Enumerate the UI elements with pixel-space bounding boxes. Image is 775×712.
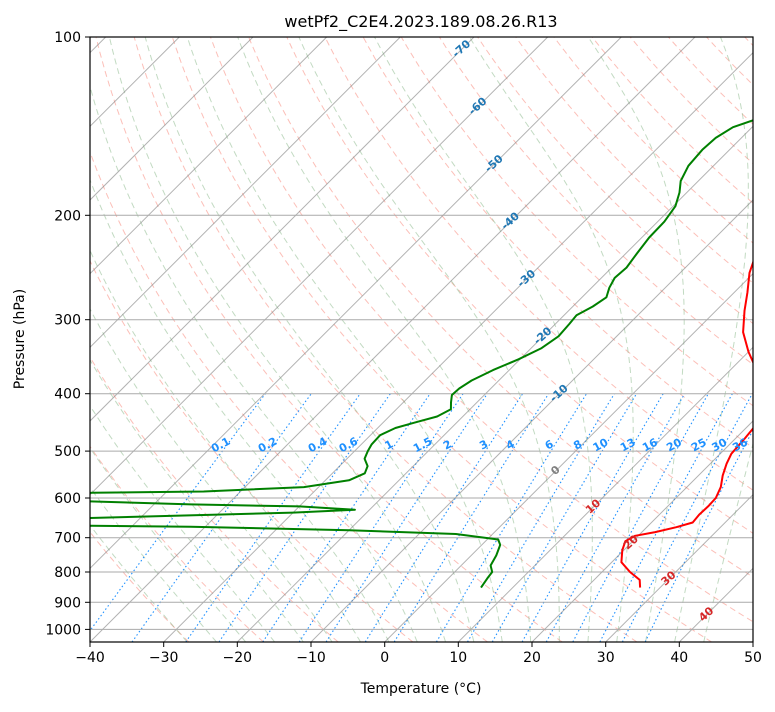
moist-adiabat <box>675 37 749 642</box>
y-tick-label: 900 <box>54 595 81 611</box>
y-tick-label: 700 <box>54 531 81 547</box>
y-tick-label: 300 <box>54 313 81 329</box>
dry-adiabat <box>707 37 775 642</box>
mixing-ratio-label: 6 <box>543 437 556 452</box>
mixing-ratio-line <box>394 394 548 642</box>
moist-adiabat <box>109 37 445 642</box>
isotherm-line <box>0 37 474 642</box>
isotherm-line <box>164 37 769 642</box>
moist-adiabat <box>238 37 531 642</box>
y-axis-ticks: 100 200 300 400 500 600 700 800 900 1000 <box>45 30 90 638</box>
plot-frame <box>90 37 753 642</box>
mixing-ratio-label: 1.5 <box>411 435 434 456</box>
moist-adiabat <box>375 37 593 642</box>
x-tick-label: 50 <box>744 650 762 666</box>
sounding-lines <box>0 37 775 588</box>
dewpoint-profile <box>0 37 775 588</box>
isotherm-line <box>385 37 775 642</box>
moist-adiabat <box>470 37 634 642</box>
mixing-ratio-label: 0.4 <box>306 435 330 456</box>
isotherm-line <box>753 37 775 642</box>
isotherm-line <box>532 37 775 642</box>
moist-adiabat <box>588 37 684 642</box>
mixing-ratio-label: 3 <box>477 437 490 452</box>
x-tick-label: 20 <box>523 650 541 666</box>
y-tick-label: 400 <box>54 387 81 403</box>
isotherm-line <box>90 37 695 642</box>
y-tick-label: 800 <box>54 565 81 581</box>
x-tick-label: −40 <box>75 650 105 666</box>
mixing-ratio-label: 0.6 <box>337 435 361 456</box>
mixing-ratio-label: 2 <box>441 437 454 452</box>
y-axis-label: Pressure (hPa) <box>12 289 28 389</box>
moist-adiabat <box>27 37 361 642</box>
x-axis-label: Temperature (°C) <box>360 681 482 697</box>
moist-adiabat <box>0 37 187 642</box>
isotherm-line <box>0 37 327 642</box>
dry-adiabat <box>0 37 189 642</box>
y-tick-label: 500 <box>54 444 81 460</box>
mixing-ratio-label: 0.1 <box>209 435 232 456</box>
temperature-profile <box>621 40 775 588</box>
mixing-ratio-line <box>326 394 487 642</box>
mixing-ratio-line <box>492 394 636 642</box>
moist-adiabat <box>0 37 246 642</box>
x-tick-label: −20 <box>223 650 253 666</box>
dry-adiabat <box>554 37 775 642</box>
dry-adiabat <box>0 37 338 642</box>
y-tick-label: 100 <box>54 30 81 46</box>
x-tick-label: 30 <box>597 650 615 666</box>
y-tick-label: 1000 <box>45 622 81 638</box>
x-tick-label: 40 <box>670 650 688 666</box>
dry-adiabat <box>134 37 637 642</box>
mixing-ratio-line <box>186 394 360 642</box>
mixing-ratio-line <box>132 394 311 642</box>
isotherm-line <box>0 37 253 642</box>
mixing-ratio-label: 1 <box>383 437 396 452</box>
dry-adiabat <box>745 37 775 642</box>
moist-adiabat <box>0 37 217 642</box>
moist-adiabat <box>5 37 332 642</box>
x-tick-label: −30 <box>149 650 179 666</box>
moist-adiabat <box>78 37 417 642</box>
x-tick-label: −10 <box>296 650 326 666</box>
y-tick-label: 200 <box>54 208 81 224</box>
moist-adiabat <box>0 37 303 642</box>
moist-adiabat <box>704 37 775 642</box>
x-tick-label: 10 <box>449 650 467 666</box>
background-lines <box>0 37 775 642</box>
moist-adiabat <box>0 37 275 642</box>
dry-adiabat <box>96 37 562 642</box>
dry-adiabat <box>58 37 488 642</box>
mixing-ratio-line <box>219 394 390 642</box>
dry-adiabat <box>20 37 413 642</box>
dry-adiabat <box>0 37 264 642</box>
x-tick-label: 0 <box>380 650 389 666</box>
isotherm-line <box>458 37 775 642</box>
x-axis-ticks: −40 −30 −20 −10 0 10 20 30 40 50 <box>75 642 762 666</box>
chart-title: wetPf2_C2E4.2023.189.08.26.R13 <box>284 12 557 32</box>
isotherm-line <box>16 37 621 642</box>
y-tick-label: 600 <box>54 491 81 507</box>
isotherm-label: -80 <box>433 0 457 3</box>
moist-adiabat <box>187 37 502 642</box>
isotherm-line <box>0 37 400 642</box>
isotherm-line <box>237 37 775 642</box>
moist-adiabat <box>51 37 389 642</box>
